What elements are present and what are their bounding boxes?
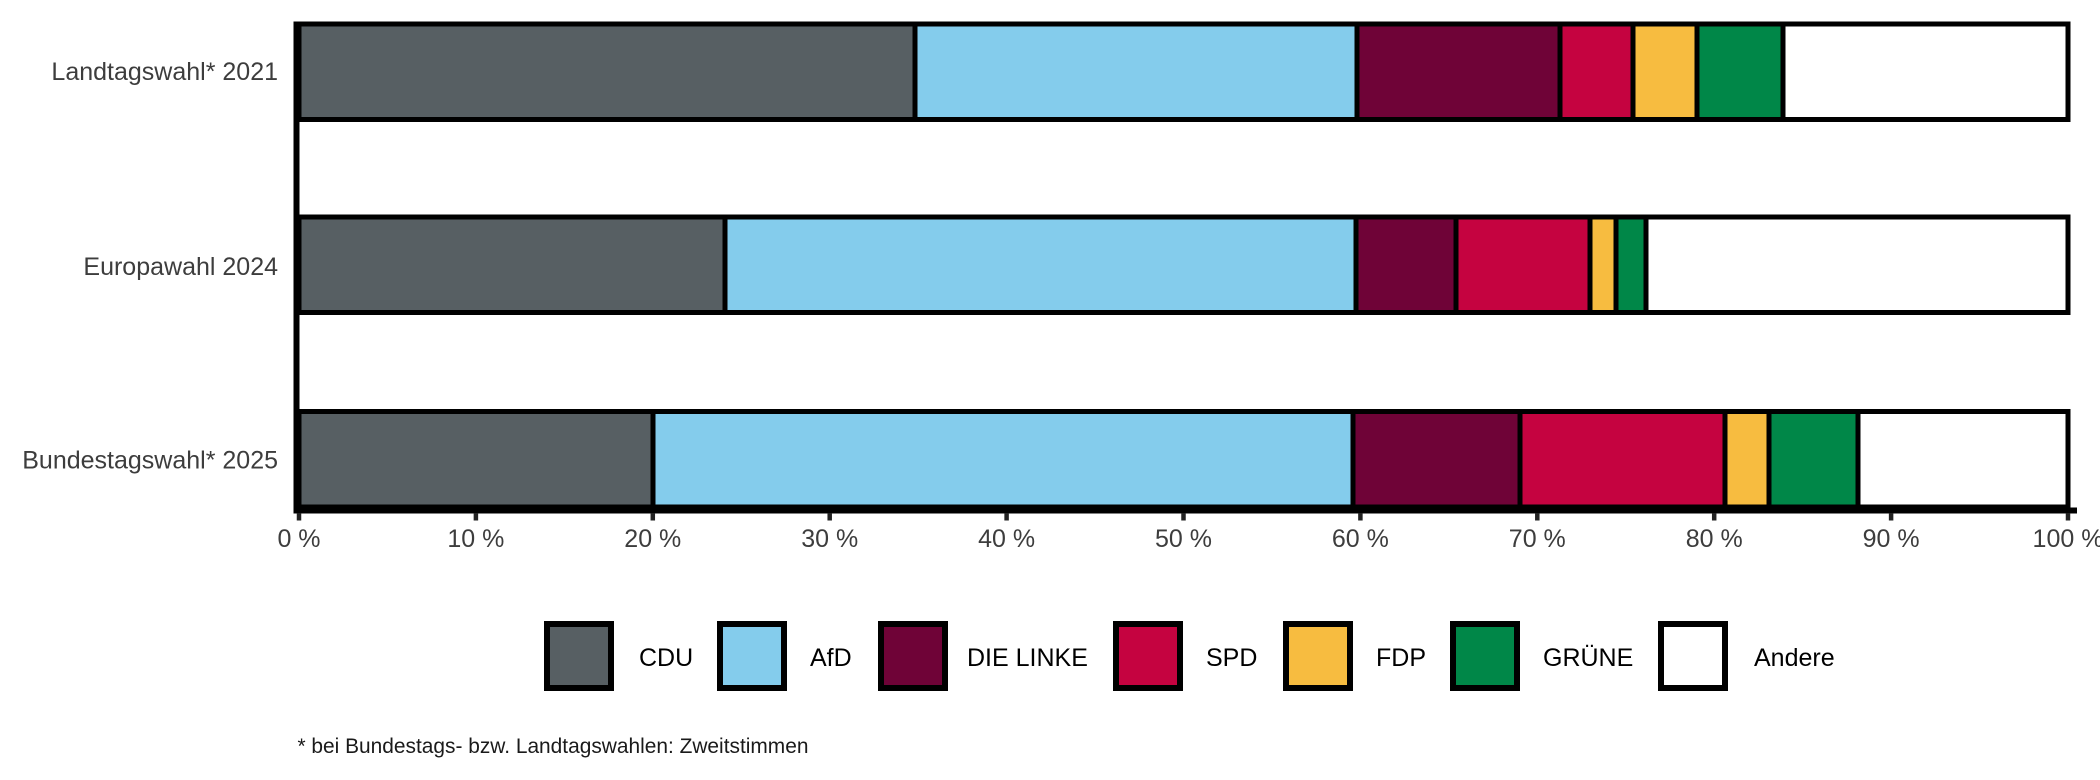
svg-text:0 %: 0 % <box>277 525 320 553</box>
svg-text:80 %: 80 % <box>1686 525 1743 553</box>
svg-text:Bundestagswahl* 2025: Bundestagswahl* 2025 <box>22 447 278 475</box>
svg-text:FDP: FDP <box>1376 644 1426 672</box>
svg-text:Landtagswahl* 2021: Landtagswahl* 2021 <box>51 58 278 86</box>
svg-text:GRÜNE: GRÜNE <box>1543 644 1633 672</box>
svg-text:60 %: 60 % <box>1332 525 1389 553</box>
svg-text:DIE LINKE: DIE LINKE <box>967 644 1088 672</box>
svg-text:70 %: 70 % <box>1509 525 1566 553</box>
svg-text:40 %: 40 % <box>978 525 1035 553</box>
svg-text:Europawahl 2024: Europawahl 2024 <box>83 253 278 281</box>
svg-text:CDU: CDU <box>639 644 693 672</box>
svg-text:Andere: Andere <box>1754 644 1835 672</box>
svg-text:100 %: 100 % <box>2033 525 2100 553</box>
svg-text:90 %: 90 % <box>1863 525 1920 553</box>
svg-text:SPD: SPD <box>1206 644 1257 672</box>
svg-text:* bei Bundestags- bzw. Landtag: * bei Bundestags- bzw. Landtagswahlen: Z… <box>298 735 809 758</box>
svg-text:10 %: 10 % <box>447 525 504 553</box>
svg-text:30 %: 30 % <box>801 525 858 553</box>
svg-text:20 %: 20 % <box>624 525 681 553</box>
svg-text:AfD: AfD <box>810 644 852 672</box>
svg-text:50 %: 50 % <box>1155 525 1212 553</box>
